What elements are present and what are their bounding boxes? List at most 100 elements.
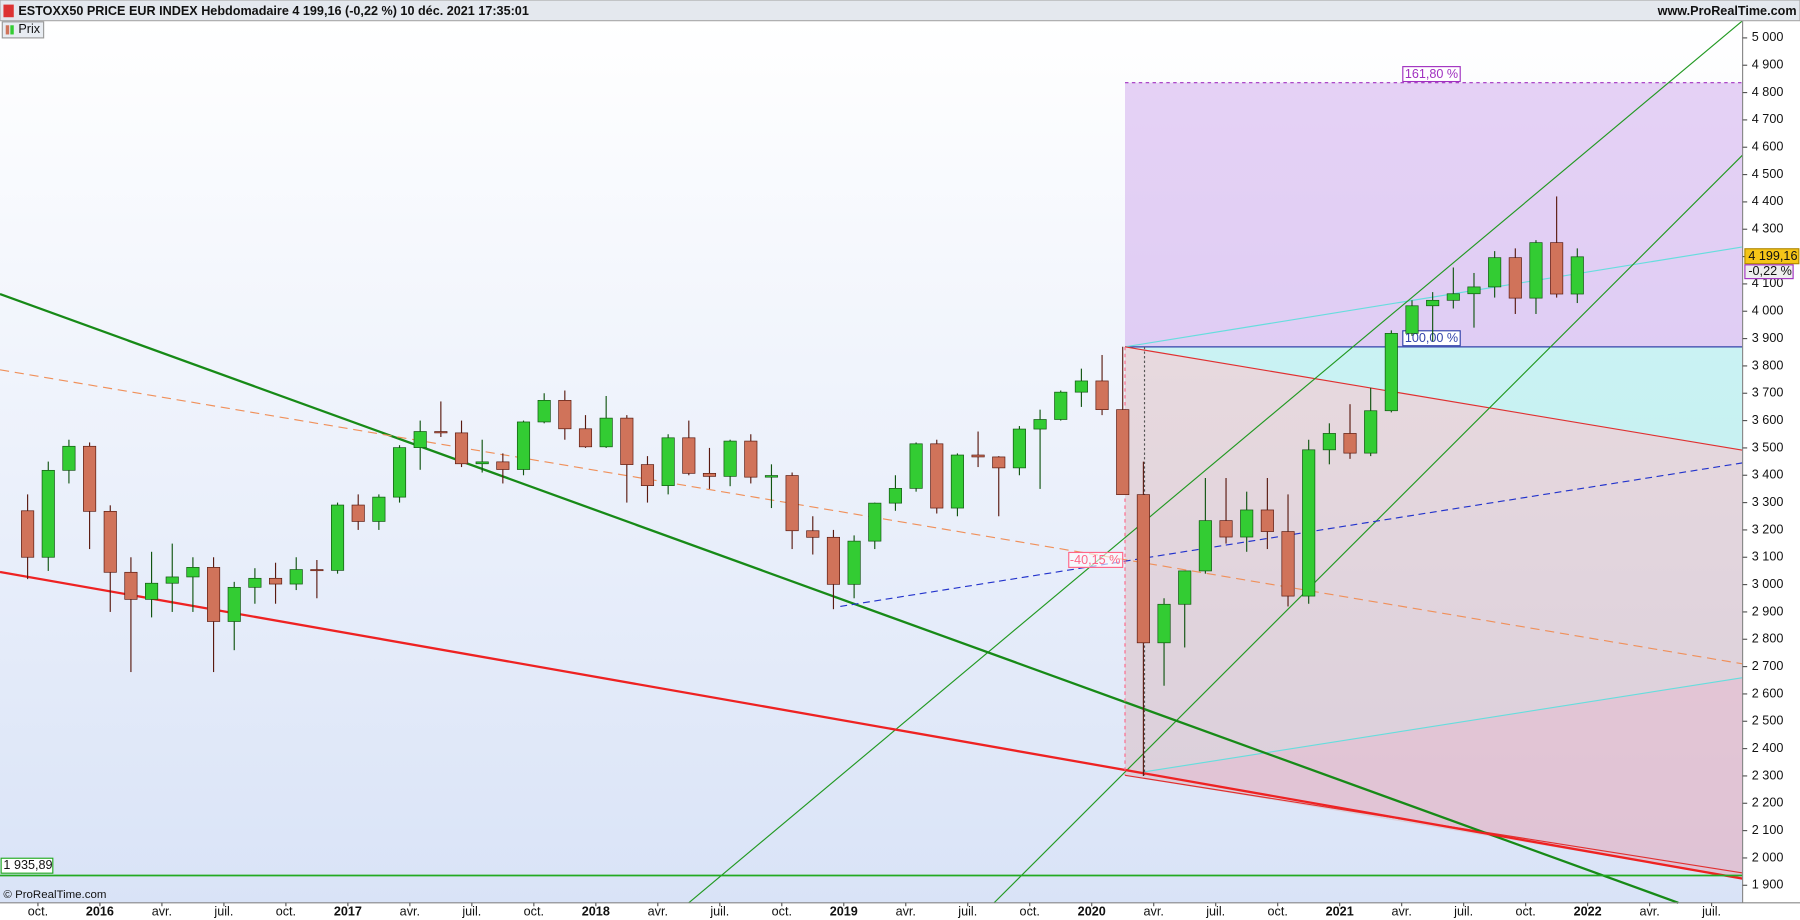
candle-body <box>475 461 489 465</box>
y-tick-label: 2 200 <box>1752 796 1784 810</box>
y-tick-label: 4 500 <box>1752 167 1784 181</box>
candle-body <box>21 510 35 558</box>
x-tick-label: 2020 <box>1078 904 1106 918</box>
trend-line <box>840 462 1743 608</box>
axes: 1 900 2 000 2 100 2 200 2 300 2 400 2 500 2 600… <box>28 30 1800 918</box>
x-tick-label: juil. <box>213 904 233 918</box>
candle-body <box>764 475 779 478</box>
candle-body <box>578 428 593 448</box>
y-tick-label: 3 500 <box>1752 440 1784 454</box>
x-tick-label: oct. <box>524 904 544 918</box>
candle-body <box>1322 433 1336 451</box>
candle-body <box>702 472 717 477</box>
candle-body <box>640 464 655 486</box>
annotation: -40,15 % <box>1070 553 1121 567</box>
candle-body <box>186 567 200 578</box>
y-tick-label: 2 600 <box>1752 686 1784 700</box>
candle-body <box>1219 520 1233 538</box>
candle-body <box>516 421 531 470</box>
candle-body <box>1198 520 1212 572</box>
candle-body <box>971 454 985 458</box>
candle-body <box>392 447 407 498</box>
candle-body <box>1178 570 1192 605</box>
y-tick-label: 3 400 <box>1752 468 1784 482</box>
trend-line <box>1124 246 1743 348</box>
candle-body <box>145 582 159 600</box>
y-tick-label: 2 300 <box>1752 768 1784 782</box>
y-tick-label: 4 700 <box>1752 112 1784 126</box>
x-tick-label: 2022 <box>1574 904 1602 918</box>
fib-zone <box>1144 677 1743 879</box>
candle-body <box>1488 257 1502 288</box>
candle-body <box>434 431 448 434</box>
candle-body <box>744 440 758 478</box>
x-tick-label: oct. <box>276 904 296 918</box>
candle-body <box>1302 449 1316 597</box>
y-axis-area <box>1742 20 1800 903</box>
candle-body <box>41 469 55 558</box>
x-tick-label: avr. <box>896 904 916 918</box>
y-tick-label: 3 100 <box>1752 550 1784 564</box>
x-tick-label: juil. <box>957 904 977 918</box>
candle-body <box>103 510 117 573</box>
candle-body <box>269 577 283 585</box>
x-tick-label: juil. <box>709 904 729 918</box>
y-tick-label: 4 100 <box>1752 276 1784 290</box>
y-tick-label: 2 500 <box>1752 714 1784 728</box>
annotation-box <box>1402 330 1461 347</box>
y-tick-label: 4 400 <box>1752 194 1784 208</box>
candle-body <box>351 504 365 522</box>
x-tick-label: 2018 <box>582 904 610 918</box>
y-tick-label: 2 800 <box>1752 632 1784 646</box>
x-tick-label: 2019 <box>830 904 858 918</box>
candle-body <box>289 569 303 585</box>
candle-body <box>950 454 964 509</box>
candle-body <box>1446 293 1460 301</box>
candle-body <box>310 569 324 572</box>
y-tick-label: 3 800 <box>1752 358 1784 372</box>
candle-body <box>124 571 138 600</box>
annotation-box <box>1402 66 1461 83</box>
candle-body <box>1054 391 1068 420</box>
x-tick-label: oct. <box>772 904 792 918</box>
candle-body <box>248 577 262 588</box>
x-tick-label: juil. <box>461 904 481 918</box>
candle-body <box>62 445 76 471</box>
candle-body <box>1364 410 1378 454</box>
logo <box>3 4 14 18</box>
x-tick-label: juil. <box>1453 904 1473 918</box>
candle-body <box>620 417 634 465</box>
candle-body <box>847 540 861 585</box>
candle-body <box>1012 428 1026 469</box>
x-tick-label: oct. <box>1020 904 1040 918</box>
trend-line <box>0 570 1743 880</box>
header-bar <box>0 0 1800 22</box>
candle-body <box>227 586 241 622</box>
candle-body <box>331 504 345 571</box>
channel-line <box>993 154 1744 904</box>
y-tick-label: 5 000 <box>1752 30 1784 44</box>
site-link[interactable]: www.ProRealTime.com <box>1657 4 1797 18</box>
candle-body <box>599 417 613 448</box>
candle-body <box>785 475 799 532</box>
candle-body <box>930 443 944 509</box>
y-tick-label: 2 700 <box>1752 659 1784 673</box>
candle-body <box>888 488 902 504</box>
candle-body <box>1074 380 1088 393</box>
candle-body <box>1467 286 1481 295</box>
y-tick-label: 4 000 <box>1752 304 1784 318</box>
y-tick-label: 3 200 <box>1752 522 1784 536</box>
candle-body <box>558 400 572 430</box>
candle-body <box>1281 531 1295 597</box>
candle-body <box>207 567 221 622</box>
last-price-box <box>1744 248 1800 265</box>
change-box <box>1744 264 1794 280</box>
legend-label: Prix <box>18 22 40 36</box>
candle-body <box>826 536 840 585</box>
x-tick-label: avr. <box>1391 904 1411 918</box>
change-label: -0,22 % <box>1748 264 1792 278</box>
x-tick-label: oct. <box>28 904 48 918</box>
marks: 1 935,89 <box>0 196 1743 877</box>
y-tick-label: 4 600 <box>1752 140 1784 154</box>
